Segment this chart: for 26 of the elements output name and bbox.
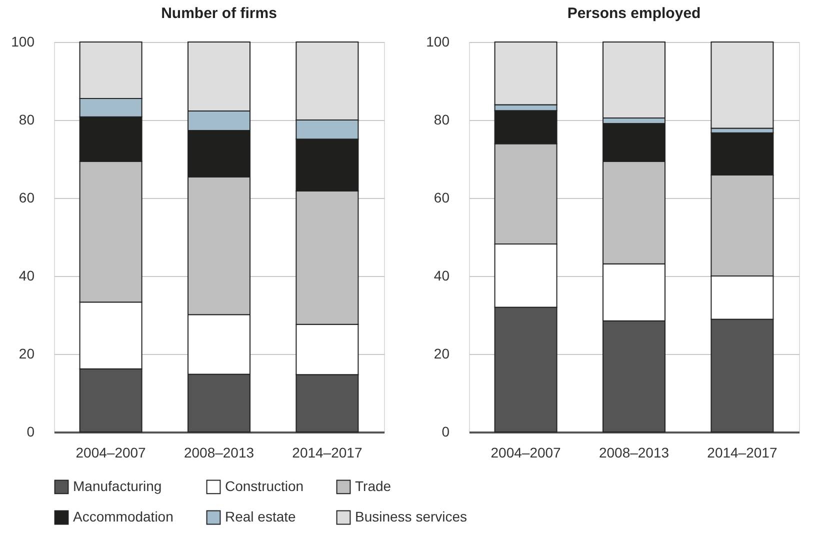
chart-title: Persons employed xyxy=(567,5,701,22)
y-tick-label: 60 xyxy=(434,190,450,206)
y-tick-label: 80 xyxy=(434,112,450,128)
legend-label: Trade xyxy=(355,478,392,494)
x-tick-label: 2004–2007 xyxy=(490,444,562,460)
x-tick-label: 2014–2017 xyxy=(707,444,778,460)
y-tick-label: 100 xyxy=(11,34,35,50)
chart-title: Number of firms xyxy=(161,5,277,22)
y-tick-label: 80 xyxy=(18,112,35,128)
legend-label: Manufacturing xyxy=(73,478,162,494)
legend-label: Business services xyxy=(355,508,468,524)
legend-label: Real estate xyxy=(225,508,296,524)
y-tick-label: 100 xyxy=(426,34,450,50)
y-tick-label: 20 xyxy=(434,346,450,362)
y-tick-label: 40 xyxy=(18,268,35,284)
y-tick-label: 0 xyxy=(442,424,450,440)
x-tick-label: 2004–2007 xyxy=(76,444,146,460)
y-tick-label: 60 xyxy=(18,190,35,206)
y-tick-label: 40 xyxy=(434,268,450,284)
legend-label: Accommodation xyxy=(73,508,174,524)
y-tick-label: 0 xyxy=(26,424,35,440)
x-tick-label: 2008–2013 xyxy=(184,444,254,460)
x-tick-label: 2008–2013 xyxy=(598,444,670,460)
x-tick-label: 2014–2017 xyxy=(292,444,362,460)
legend-label: Construction xyxy=(225,478,304,494)
y-tick-label: 20 xyxy=(18,346,35,362)
